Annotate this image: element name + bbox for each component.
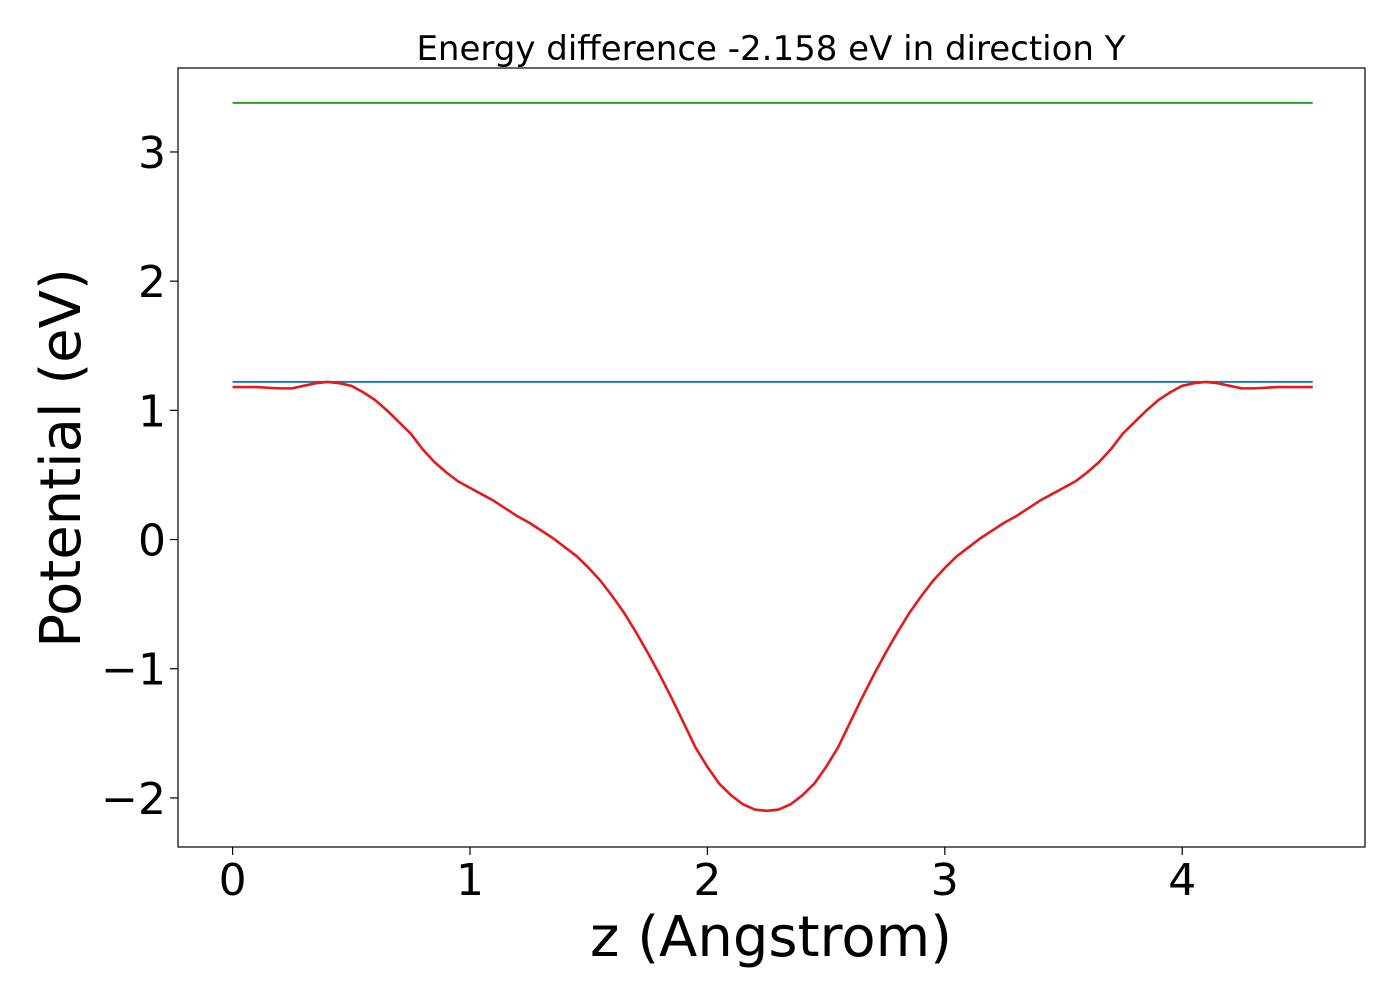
x-tick-label: 2 <box>693 855 721 906</box>
y-tick-label: 3 <box>138 128 166 179</box>
series-line-potential <box>232 380 1313 813</box>
plot-frame <box>177 67 1366 848</box>
y-tick-label: 2 <box>138 257 166 308</box>
x-axis-label: z (Angstrom) <box>590 905 952 970</box>
x-tick-label: 0 <box>219 855 247 906</box>
series-layer <box>232 101 1313 813</box>
x-axis-ticks: 0 1 2 3 4 <box>219 847 1196 906</box>
plot-area <box>178 68 1365 847</box>
x-tick-label: 1 <box>456 855 484 906</box>
y-axis-label: Potential (eV) <box>29 268 94 648</box>
y-axis-ticks: −2 −1 0 1 2 3 <box>101 128 178 825</box>
y-tick-label: −2 <box>101 774 166 825</box>
y-tick-label: 1 <box>138 386 166 437</box>
x-tick-label: 4 <box>1168 855 1196 906</box>
y-tick-label: −1 <box>101 645 166 696</box>
x-tick-label: 3 <box>931 855 959 906</box>
chart-title: Energy difference -2.158 eV in direction… <box>416 29 1125 69</box>
y-tick-label: 0 <box>138 516 166 567</box>
